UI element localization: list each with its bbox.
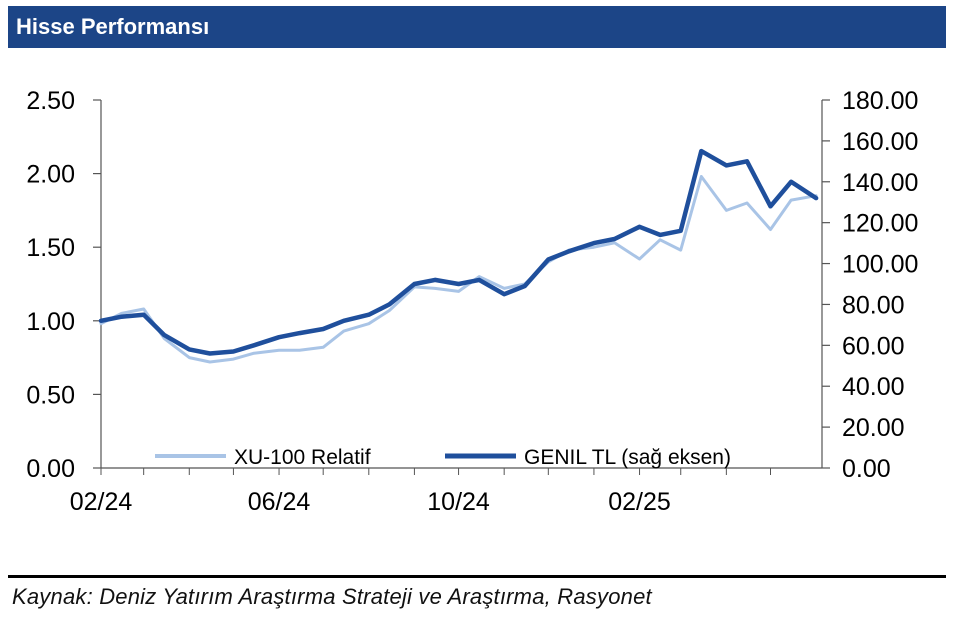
data-point-genil-tl: [298, 331, 301, 335]
data-point-genil-tl: [789, 180, 793, 183]
data-point-xu100-relatif: [252, 352, 256, 355]
data-point-genil-tl: [769, 205, 772, 208]
right-tick-label: 20.00: [842, 414, 905, 442]
data-point-genil-tl: [188, 348, 191, 351]
x-tick-label: 06/24: [248, 488, 311, 516]
data-point-genil-tl: [725, 164, 728, 167]
x-tick-label: 10/24: [427, 488, 490, 516]
data-point-genil-tl: [322, 327, 325, 331]
left-tick-label: 1.00: [26, 308, 75, 336]
data-point-genil-tl: [208, 352, 212, 355]
data-point-xu100-relatif: [700, 175, 703, 178]
data-point-xu100-relatif: [457, 290, 460, 293]
data-point-xu100-relatif: [232, 357, 235, 361]
data-point-xu100-relatif: [613, 241, 616, 244]
source-note: Kaynak: Deniz Yatırım Araştırma Strateji…: [12, 584, 652, 609]
left-tick-label: 2.00: [26, 161, 75, 189]
right-tick-label: 0.00: [842, 455, 891, 483]
data-point-xu100-relatif: [322, 346, 325, 349]
right-tick-label: 60.00: [842, 332, 905, 360]
data-point-genil-tl: [232, 350, 235, 353]
data-point-xu100-relatif: [342, 329, 345, 333]
chart-axes: 0.00 0.50 1.00 1.50 2.00 2.50 0.00 20.00 40.00 60…: [26, 87, 918, 516]
data-point-genil-tl: [99, 319, 103, 322]
data-point-genil-tl: [388, 303, 391, 306]
data-point-genil-tl: [142, 313, 145, 316]
data-point-genil-tl: [503, 293, 506, 296]
data-point-xu100-relatif: [789, 198, 793, 202]
data-point-genil-tl: [523, 284, 526, 288]
series-line-xu100-relatif: [99, 175, 818, 364]
right-tick-label: 180.00: [842, 87, 918, 115]
data-point-xu100-relatif: [388, 309, 391, 312]
right-tick-label: 120.00: [842, 210, 918, 238]
data-point-xu100-relatif: [120, 312, 123, 315]
data-point-xu100-relatif: [433, 287, 437, 290]
data-point-genil-tl: [120, 315, 123, 318]
data-point-genil-tl: [592, 241, 596, 245]
data-point-genil-tl: [367, 313, 370, 316]
data-point-genil-tl: [342, 319, 345, 322]
data-point-xu100-relatif: [592, 246, 596, 249]
data-point-genil-tl: [163, 333, 166, 337]
data-point-genil-tl: [277, 336, 281, 339]
right-tick-label: 40.00: [842, 373, 905, 401]
data-point-genil-tl: [457, 282, 460, 286]
x-tick-label: 02/24: [70, 488, 133, 516]
right-tick-label: 80.00: [842, 291, 905, 319]
data-point-genil-tl: [433, 278, 437, 282]
data-point-xu100-relatif: [298, 349, 301, 352]
data-point-genil-tl: [252, 344, 256, 347]
left-tick-label: 2.50: [26, 87, 75, 115]
performance-chart: 0.00 0.50 1.00 1.50 2.00 2.50 0.00 20.00 40.00 60…: [26, 87, 918, 516]
data-point-genil-tl: [745, 160, 749, 163]
data-point-genil-tl: [613, 237, 616, 241]
data-point-genil-tl: [700, 149, 703, 153]
x-tick-label: 02/25: [608, 488, 671, 516]
chart-legend: XU-100 Relatif GENIL TL (sağ eksen): [155, 446, 731, 469]
data-point-genil-tl: [638, 225, 641, 228]
chart-series-layer: [98, 148, 819, 364]
left-tick-label: 1.50: [26, 234, 75, 262]
data-point-xu100-relatif: [188, 356, 191, 359]
data-point-xu100-relatif: [367, 322, 370, 325]
right-tick-label: 160.00: [842, 128, 918, 156]
section-header-bar: Hisse Performansı: [8, 6, 946, 48]
data-point-xu100-relatif: [638, 257, 641, 261]
data-point-xu100-relatif: [769, 228, 772, 231]
data-point-genil-tl: [567, 250, 571, 253]
data-point-xu100-relatif: [679, 248, 682, 252]
left-tick-label: 0.00: [26, 455, 75, 483]
data-point-xu100-relatif: [725, 209, 728, 212]
data-point-xu100-relatif: [99, 322, 103, 325]
data-point-genil-tl: [658, 233, 662, 237]
data-point-xu100-relatif: [658, 238, 662, 241]
right-tick-label: 140.00: [842, 169, 918, 197]
data-point-genil-tl: [814, 196, 818, 200]
data-point-xu100-relatif: [277, 349, 281, 352]
data-point-genil-tl: [413, 282, 416, 286]
left-tick-label: 0.50: [26, 381, 75, 409]
series-line-genil-tl: [98, 148, 819, 356]
data-point-xu100-relatif: [208, 360, 212, 364]
right-tick-label: 100.00: [842, 251, 918, 279]
data-point-xu100-relatif: [503, 287, 506, 290]
section-title: Hisse Performansı: [16, 14, 210, 39]
data-point-genil-tl: [679, 229, 682, 232]
legend-label-relative: XU-100 Relatif: [234, 446, 371, 469]
data-point-xu100-relatif: [142, 307, 145, 311]
data-point-genil-tl: [547, 258, 550, 261]
data-point-xu100-relatif: [478, 275, 481, 278]
legend-label-price: GENIL TL (sağ eksen): [524, 446, 731, 469]
data-point-genil-tl: [478, 278, 481, 282]
footer-divider: [8, 575, 946, 578]
data-point-xu100-relatif: [745, 201, 749, 205]
